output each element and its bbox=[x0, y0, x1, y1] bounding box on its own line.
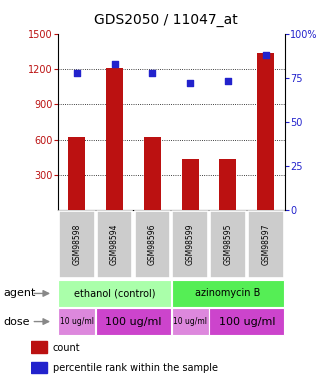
Text: agent: agent bbox=[3, 288, 36, 298]
Bar bbox=[135, 211, 170, 278]
Bar bbox=[172, 211, 208, 278]
Point bbox=[188, 80, 193, 86]
Bar bbox=[210, 211, 246, 278]
Point bbox=[112, 61, 117, 67]
Text: dose: dose bbox=[3, 316, 30, 327]
Bar bbox=[96, 308, 171, 335]
Point bbox=[74, 69, 79, 75]
Point bbox=[150, 69, 155, 75]
Text: GSM98595: GSM98595 bbox=[223, 224, 232, 266]
Text: ethanol (control): ethanol (control) bbox=[74, 288, 155, 298]
Text: 100 ug/ml: 100 ug/ml bbox=[218, 316, 275, 327]
Text: azinomycin B: azinomycin B bbox=[195, 288, 261, 298]
Point bbox=[263, 52, 268, 58]
Bar bbox=[68, 137, 85, 210]
Bar bbox=[219, 159, 236, 210]
Bar bbox=[58, 280, 171, 307]
Text: 100 ug/ml: 100 ug/ml bbox=[105, 316, 162, 327]
Bar bbox=[144, 137, 161, 210]
Bar bbox=[182, 159, 199, 210]
Text: count: count bbox=[53, 343, 80, 353]
Bar bbox=[257, 53, 274, 210]
Text: GDS2050 / 11047_at: GDS2050 / 11047_at bbox=[94, 13, 237, 27]
Bar bbox=[59, 211, 95, 278]
Bar bbox=[210, 308, 284, 335]
Text: 10 ug/ml: 10 ug/ml bbox=[173, 317, 207, 326]
Text: GSM98594: GSM98594 bbox=[110, 224, 119, 266]
Bar bbox=[172, 280, 284, 307]
Bar bbox=[172, 308, 209, 335]
Point bbox=[225, 78, 231, 84]
Text: GSM98597: GSM98597 bbox=[261, 224, 270, 266]
Text: percentile rank within the sample: percentile rank within the sample bbox=[53, 363, 217, 374]
Text: 10 ug/ml: 10 ug/ml bbox=[60, 317, 94, 326]
Text: GSM98596: GSM98596 bbox=[148, 224, 157, 266]
Text: GSM98598: GSM98598 bbox=[72, 224, 81, 266]
Bar bbox=[58, 308, 95, 335]
Bar bbox=[248, 211, 284, 278]
Bar bbox=[31, 341, 47, 353]
Bar bbox=[106, 68, 123, 210]
Bar bbox=[31, 362, 47, 374]
Text: GSM98599: GSM98599 bbox=[186, 224, 195, 266]
Bar bbox=[97, 211, 132, 278]
